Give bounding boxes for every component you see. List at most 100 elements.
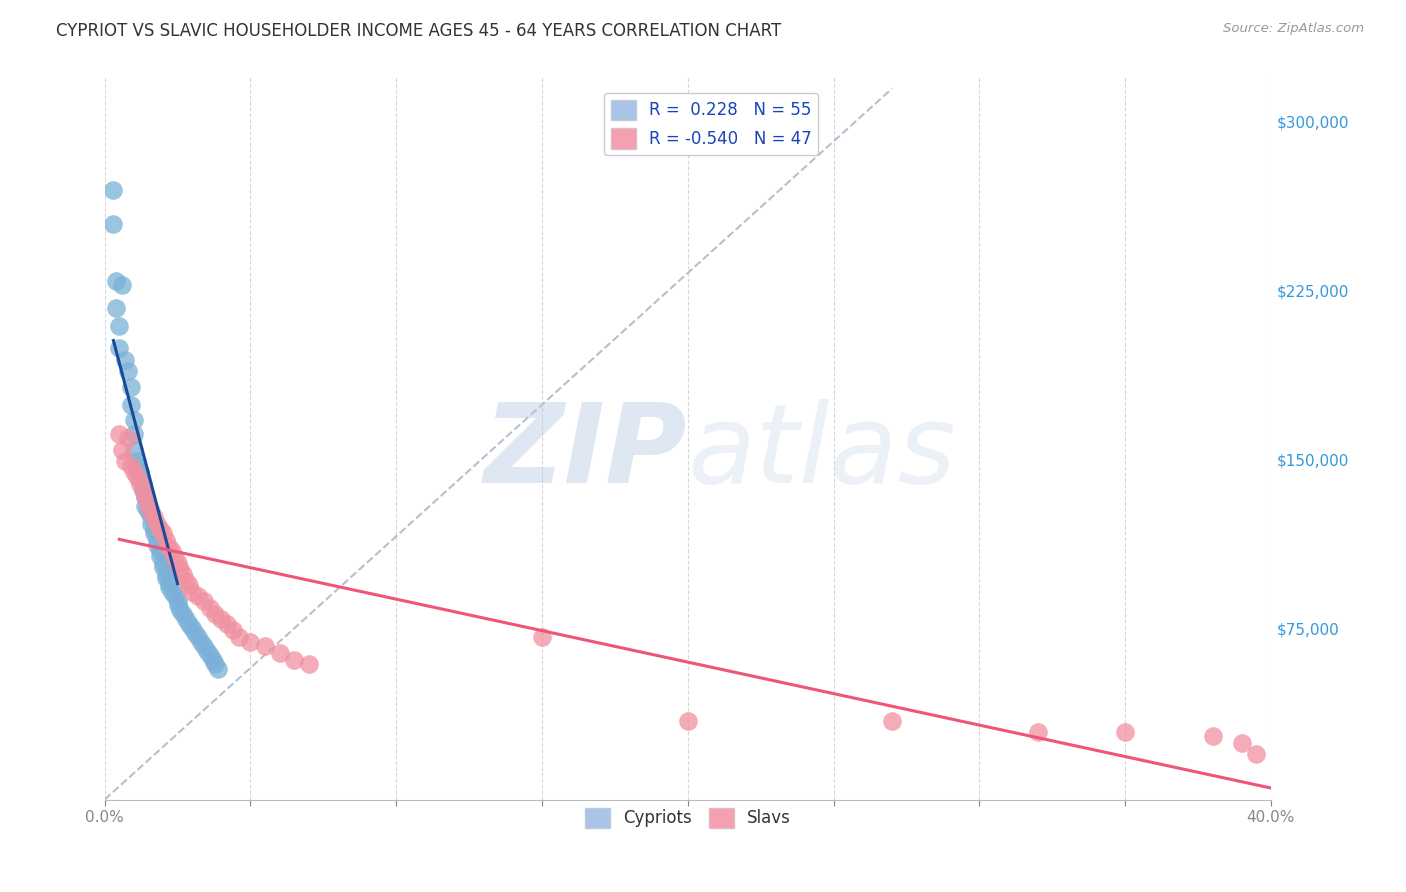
Point — [228, 630, 250, 644]
Point — [187, 590, 209, 604]
Point — [131, 483, 153, 498]
Text: Source: ZipAtlas.com: Source: ZipAtlas.com — [1223, 22, 1364, 36]
Point — [108, 341, 131, 355]
Point — [217, 616, 239, 631]
Point — [131, 483, 153, 498]
Point — [193, 639, 215, 653]
Point — [108, 318, 131, 333]
Point — [1201, 729, 1223, 743]
Point — [134, 490, 156, 504]
Point — [201, 652, 224, 666]
Point — [122, 442, 145, 457]
Point — [105, 273, 128, 287]
Point — [166, 556, 188, 570]
Point — [143, 526, 166, 541]
Point — [125, 454, 148, 468]
Text: $150,000: $150,000 — [1277, 453, 1350, 468]
Point — [530, 630, 553, 644]
Point — [146, 517, 169, 532]
Point — [125, 470, 148, 484]
Point — [114, 454, 136, 468]
Point — [143, 510, 166, 524]
Point — [152, 556, 174, 570]
Point — [103, 217, 125, 231]
Point — [152, 526, 174, 541]
Point — [152, 560, 174, 574]
Point — [676, 714, 699, 728]
Point — [157, 540, 180, 554]
Point — [176, 612, 198, 626]
Point — [239, 634, 262, 648]
Point — [207, 662, 229, 676]
Point — [157, 575, 180, 590]
Point — [163, 551, 186, 566]
Point — [120, 398, 142, 412]
Text: CYPRIOT VS SLAVIC HOUSEHOLDER INCOME AGES 45 - 64 YEARS CORRELATION CHART: CYPRIOT VS SLAVIC HOUSEHOLDER INCOME AGE… — [56, 22, 782, 40]
Point — [134, 499, 156, 513]
Point — [179, 616, 201, 631]
Point — [157, 581, 180, 595]
Point — [141, 517, 163, 532]
Point — [120, 379, 142, 393]
Point — [138, 504, 160, 518]
Point — [172, 607, 194, 622]
Point — [198, 600, 221, 615]
Point — [181, 585, 204, 599]
Point — [108, 427, 131, 442]
Text: $225,000: $225,000 — [1277, 285, 1350, 300]
Point — [169, 562, 191, 576]
Point — [128, 476, 150, 491]
Point — [160, 544, 183, 558]
Point — [193, 594, 215, 608]
Point — [179, 578, 201, 592]
Text: ZIP: ZIP — [484, 400, 688, 507]
Point — [111, 278, 134, 293]
Point — [146, 533, 169, 547]
Point — [298, 657, 321, 672]
Point — [141, 504, 163, 518]
Point — [187, 630, 209, 644]
Point — [111, 442, 134, 457]
Point — [143, 522, 166, 536]
Point — [155, 566, 177, 581]
Point — [172, 566, 194, 581]
Point — [103, 183, 125, 197]
Point — [166, 594, 188, 608]
Point — [198, 648, 221, 662]
Point — [149, 522, 172, 536]
Point — [114, 352, 136, 367]
Point — [204, 607, 226, 622]
Point — [169, 603, 191, 617]
Point — [128, 466, 150, 480]
Point — [117, 364, 139, 378]
Point — [166, 599, 188, 613]
Point — [1114, 724, 1136, 739]
Point — [131, 476, 153, 491]
Point — [283, 652, 305, 666]
Point — [122, 466, 145, 480]
Point — [163, 590, 186, 604]
Point — [149, 549, 172, 563]
Legend: Cypriots, Slavs: Cypriots, Slavs — [578, 801, 797, 835]
Text: atlas: atlas — [688, 400, 956, 507]
Point — [1230, 736, 1253, 750]
Point — [146, 537, 169, 551]
Point — [1246, 747, 1268, 762]
Point — [160, 585, 183, 599]
Point — [1026, 724, 1049, 739]
Point — [155, 533, 177, 547]
Point — [880, 714, 903, 728]
Point — [117, 432, 139, 446]
Point — [222, 624, 245, 638]
Point — [195, 643, 218, 657]
Point — [184, 625, 207, 640]
Point — [269, 646, 291, 660]
Point — [209, 612, 232, 626]
Point — [155, 571, 177, 585]
Point — [190, 634, 212, 648]
Point — [120, 458, 142, 473]
Point — [122, 427, 145, 442]
Point — [128, 472, 150, 486]
Point — [125, 458, 148, 473]
Point — [105, 301, 128, 315]
